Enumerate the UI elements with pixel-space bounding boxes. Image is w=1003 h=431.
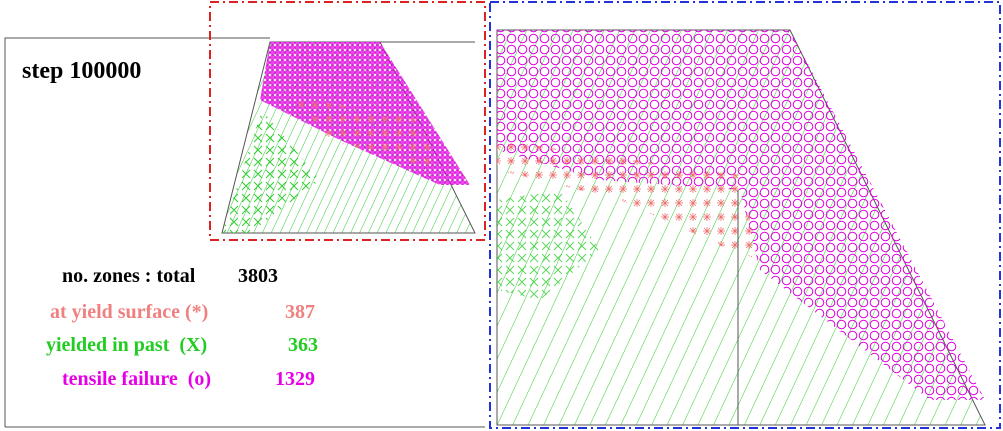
legend-count: 1329 — [275, 368, 315, 390]
legend-label: tensile failure (o) — [62, 368, 211, 390]
legend-total: 3803 — [238, 265, 278, 287]
legend-count: 363 — [288, 334, 318, 356]
left-panel — [4, 1, 486, 428]
step-label: step 100000 — [22, 58, 141, 84]
legend-label: at yield surface (*) — [50, 301, 208, 323]
legend-title: no. zones : total — [62, 265, 196, 287]
legend-count: 387 — [285, 301, 315, 323]
right-panel — [489, 1, 1001, 429]
legend-label: yielded in past (X) — [46, 334, 207, 356]
